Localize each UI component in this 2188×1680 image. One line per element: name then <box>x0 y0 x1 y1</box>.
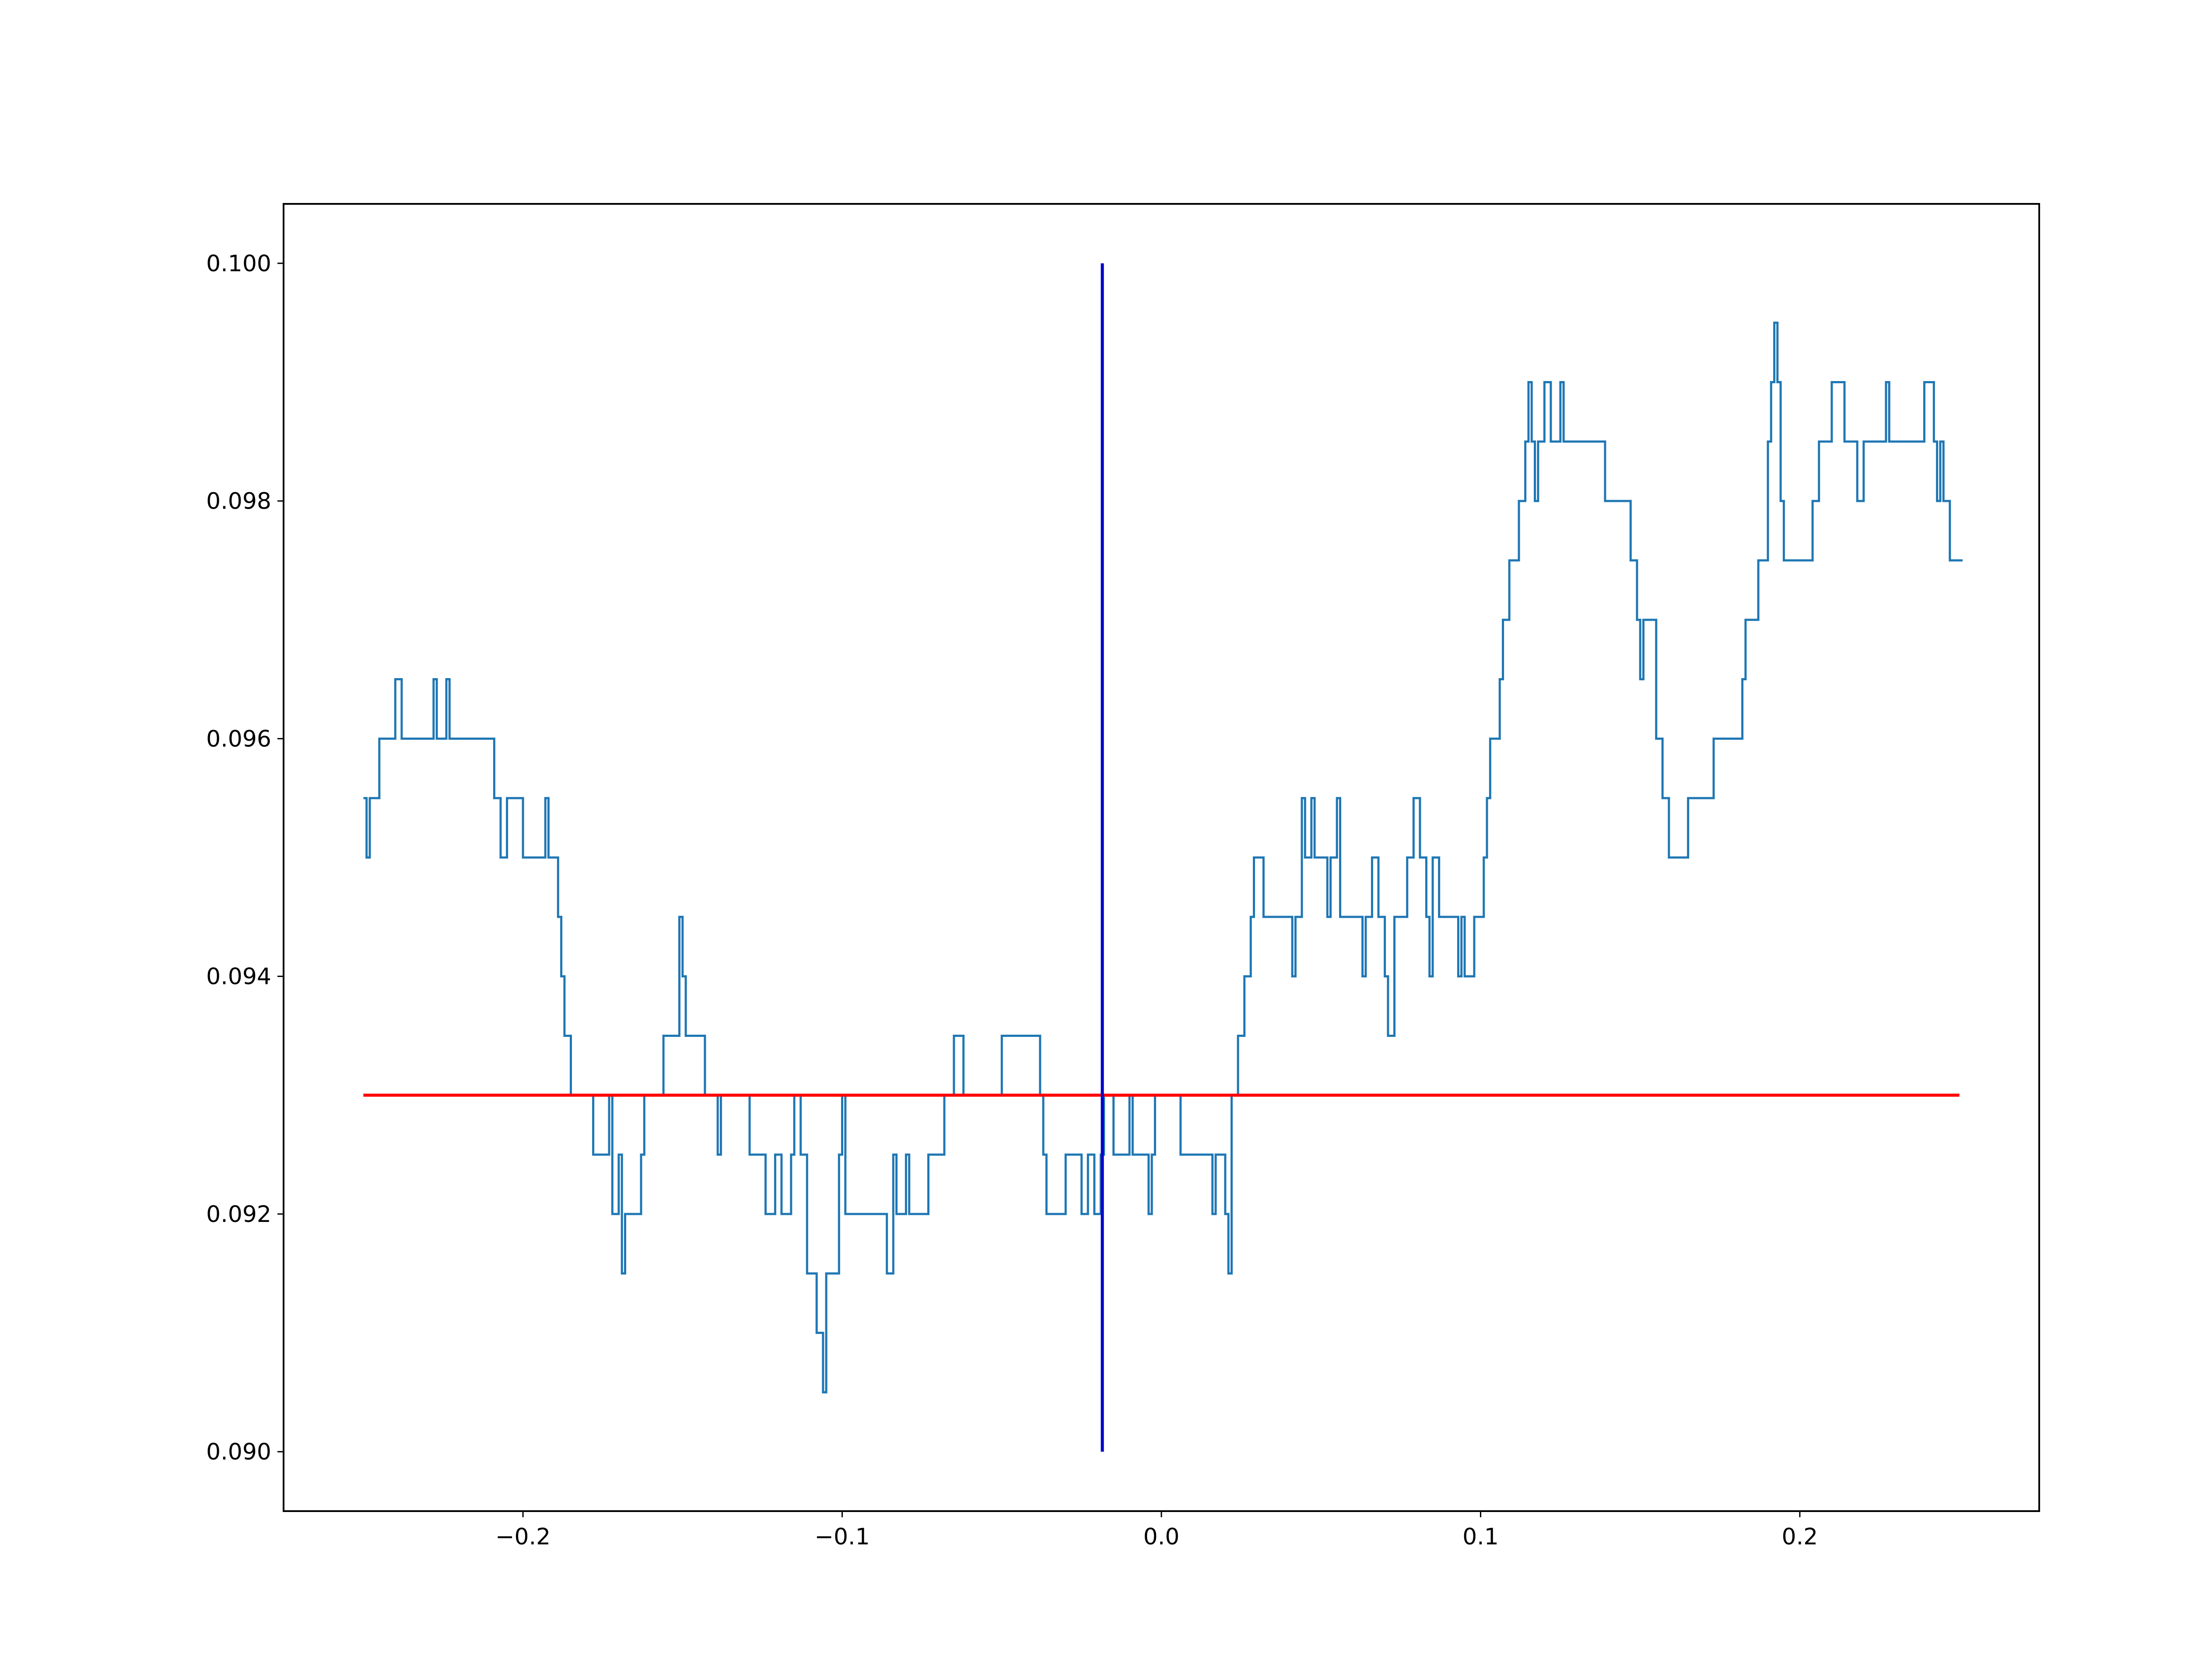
y-tick-label: 0.098 <box>206 488 271 514</box>
data-series-step-line <box>363 322 1963 1393</box>
x-axis: −0.2 −0.1 0.0 0.1 0.2 <box>495 1511 1818 1550</box>
y-tick-label: 0.094 <box>206 964 271 990</box>
plot-area <box>363 263 1963 1452</box>
x-tick-label: −0.2 <box>495 1524 551 1550</box>
x-tick-label: −0.1 <box>814 1524 870 1550</box>
x-tick-label: 0.0 <box>1143 1524 1180 1550</box>
y-tick-label: 0.090 <box>206 1439 271 1465</box>
y-tick-label: 0.100 <box>206 251 271 277</box>
x-tick-label: 0.2 <box>1782 1524 1818 1550</box>
y-axis: 0.090 0.092 0.094 0.096 0.098 0.100 <box>206 251 284 1465</box>
x-tick-label: 0.1 <box>1462 1524 1499 1550</box>
y-tick-label: 0.092 <box>206 1201 271 1228</box>
y-tick-label: 0.096 <box>206 726 271 752</box>
